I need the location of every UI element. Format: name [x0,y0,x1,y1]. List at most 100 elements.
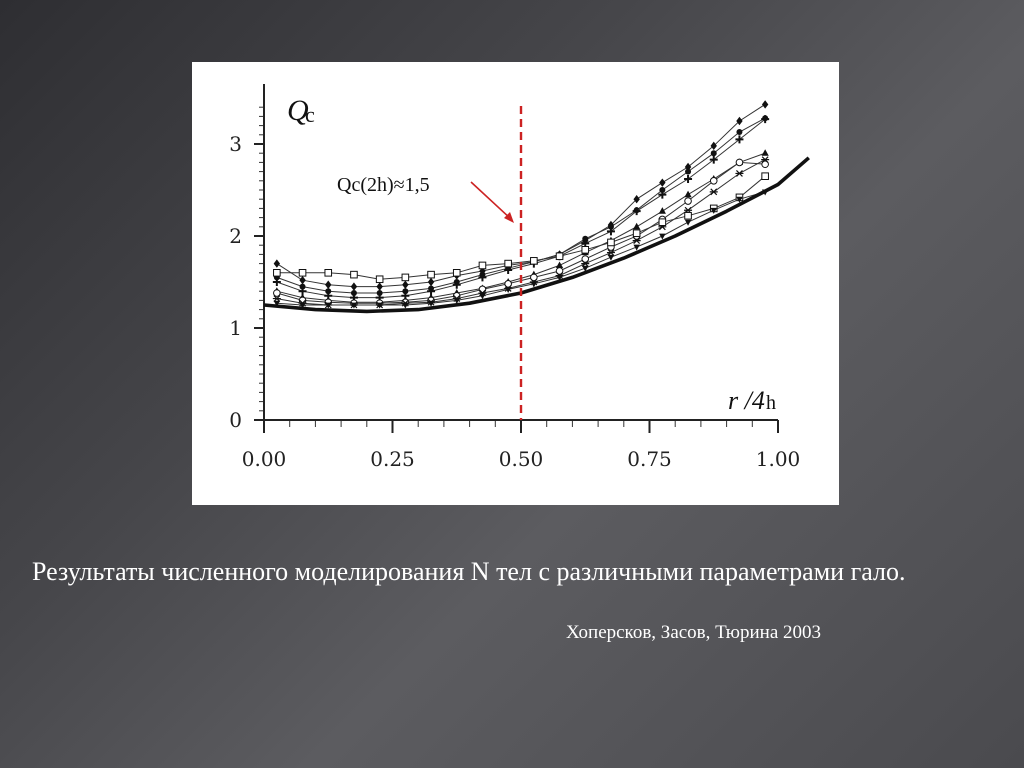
annotation-arrow [470,181,514,223]
x-tick-label: 0.50 [499,447,544,471]
marker-circle [273,289,281,297]
marker-dot [582,235,589,242]
marker-dot [350,290,357,297]
marker-tri-down [530,281,538,288]
marker-dot [402,288,409,295]
chart-panel: 0 1 2 3 0.00 0.25 0.50 0.75 1.00 Q c r /4 h Qc(2… [192,62,839,505]
marker-tri-down [504,286,512,293]
marker-tri-down [659,233,666,240]
y-tick-label: 2 [229,224,242,248]
marker-dot [607,223,614,230]
marker-square [504,259,512,268]
marker-triangle [658,207,666,214]
marker-plus [658,190,667,199]
marker-plus [684,174,693,183]
marker-square [555,252,564,261]
marker-circle [684,197,692,205]
x-tick-label: 0.25 [370,447,415,471]
marker-diamond [710,141,717,151]
marker-square [452,269,461,277]
marker-diamond [736,116,743,126]
marker-square [761,172,769,181]
x-tick-label: 1.00 [756,447,801,471]
marker-circle [478,285,487,294]
x-tick-label: 0.00 [242,447,287,471]
marker-tri-down [479,293,486,300]
marker-square [684,211,692,220]
marker-plus [761,115,770,124]
marker-triangle [761,149,769,156]
marker-tri-down [376,302,383,309]
marker-tri-down [402,302,409,309]
marker-circle [709,177,718,185]
marker-tri-down [556,275,563,281]
marker-star [709,188,718,196]
marker-tri-down [684,219,692,226]
marker-diamond [427,277,435,287]
marker-square [375,275,384,284]
baseline-curve [263,156,810,314]
x-tick-label: 0.75 [627,447,672,471]
marker-square [581,246,590,254]
marker-diamond [350,282,358,291]
marker-circle [581,255,590,263]
marker-star [272,295,281,302]
marker-square [298,269,307,277]
marker-diamond [402,280,409,289]
marker-circle [555,267,564,275]
marker-dot [299,283,306,290]
marker-plus [272,278,281,286]
annotation-text: Qc(2h)≈1,5 [337,174,430,196]
marker-diamond [299,275,306,285]
marker-square [350,270,358,279]
marker-dot [325,288,332,295]
marker-plus [606,227,615,236]
marker-tri-down [710,207,717,214]
marker-tri-down [607,254,615,261]
marker-dot [376,290,383,297]
y-tick-label: 1 [229,316,242,340]
marker-square [530,257,538,265]
marker-diamond [761,100,769,109]
qc-chart: 0 1 2 3 0.00 0.25 0.50 0.75 1.00 Q c r /4 h Qc(2… [229,84,810,471]
marker-star [735,170,744,177]
marker-tri-down [582,265,589,272]
marker-dot [685,168,692,175]
marker-star [761,156,770,164]
marker-triangle [684,190,692,198]
marker-dot [659,187,666,193]
marker-tri-down [427,300,435,307]
x-axis-label-sub: h [766,392,776,414]
ticks: 0 1 2 3 0.00 0.25 0.50 0.75 1.00 [229,132,800,471]
marker-circle [735,158,744,167]
marker-tri-down [736,196,743,203]
marker-square [632,229,641,238]
series-line [276,191,766,306]
x-axis-label-main: r /4 [728,386,765,415]
y-tick-label: 0 [229,408,242,432]
marker-plus [632,207,641,216]
marker-tri-down [453,298,460,304]
marker-plus [709,155,718,164]
marker-star [632,237,641,245]
marker-plus [478,273,487,282]
marker-circle [761,160,769,169]
caption: Результаты численного моделирования N те… [32,557,906,586]
marker-circle [530,273,538,282]
marker-tri-down [633,244,640,251]
author-credit: Хоперсков, Засов, Тюрина 2003 [566,622,822,643]
marker-triangle [633,222,641,230]
marker-plus [735,135,744,144]
marker-dot [736,129,743,136]
marker-square [658,218,667,226]
marker-diamond [325,280,332,289]
marker-diamond [659,178,666,187]
marker-square [401,273,410,282]
y-tick-label: 3 [229,132,242,156]
marker-square [607,238,615,247]
y-axis-label-main: Q [287,94,309,127]
marker-diamond [273,259,281,268]
marker-diamond [633,195,640,204]
marker-tri-down [350,302,358,309]
marker-star [606,249,615,256]
